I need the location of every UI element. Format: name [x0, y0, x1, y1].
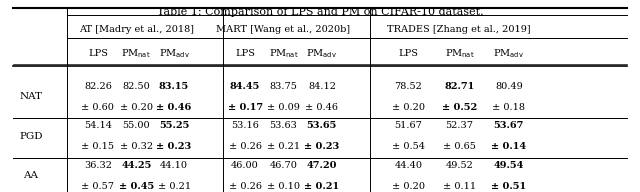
Text: 36.32: 36.32 — [84, 161, 112, 170]
Text: 80.49: 80.49 — [495, 82, 523, 91]
Text: ± 0.52: ± 0.52 — [442, 103, 477, 112]
Text: ± 0.60: ± 0.60 — [81, 103, 115, 112]
Text: PM$_{\mathrm{nat}}$: PM$_{\mathrm{nat}}$ — [445, 47, 474, 60]
Text: 44.40: 44.40 — [394, 161, 422, 170]
Text: 83.15: 83.15 — [159, 82, 189, 91]
Text: PM$_{\mathrm{nat}}$: PM$_{\mathrm{nat}}$ — [122, 47, 151, 60]
Text: 78.52: 78.52 — [394, 82, 422, 91]
Text: ± 0.65: ± 0.65 — [443, 142, 476, 151]
Text: LPS: LPS — [235, 49, 255, 58]
Text: 55.00: 55.00 — [122, 121, 150, 130]
Text: 46.00: 46.00 — [231, 161, 259, 170]
Text: ± 0.23: ± 0.23 — [304, 142, 340, 151]
Text: 53.67: 53.67 — [493, 121, 524, 130]
Text: ± 0.15: ± 0.15 — [81, 142, 115, 151]
Text: ± 0.18: ± 0.18 — [492, 103, 525, 112]
Text: PM$_{\mathrm{nat}}$: PM$_{\mathrm{nat}}$ — [269, 47, 298, 60]
Text: 84.12: 84.12 — [308, 82, 336, 91]
Text: ± 0.21: ± 0.21 — [267, 142, 300, 151]
Text: LPS: LPS — [398, 49, 419, 58]
Text: ± 0.21: ± 0.21 — [305, 182, 339, 191]
Text: 83.75: 83.75 — [269, 82, 298, 91]
Text: 54.14: 54.14 — [84, 121, 112, 130]
Text: PM$_{\mathrm{adv}}$: PM$_{\mathrm{adv}}$ — [159, 47, 189, 60]
Text: 52.37: 52.37 — [445, 121, 474, 130]
Text: ± 0.20: ± 0.20 — [120, 103, 153, 112]
Text: PM$_{\mathrm{adv}}$: PM$_{\mathrm{adv}}$ — [307, 47, 337, 60]
Text: ± 0.45: ± 0.45 — [118, 182, 154, 191]
Text: 44.10: 44.10 — [160, 161, 188, 170]
Text: NAT: NAT — [19, 93, 42, 101]
Text: ± 0.14: ± 0.14 — [492, 142, 526, 151]
Text: 53.16: 53.16 — [231, 121, 259, 130]
Text: PGD: PGD — [19, 132, 42, 141]
Text: 82.50: 82.50 — [122, 82, 150, 91]
Text: 84.45: 84.45 — [230, 82, 260, 91]
Text: 49.54: 49.54 — [493, 161, 524, 170]
Text: ± 0.10: ± 0.10 — [267, 182, 300, 191]
Text: ± 0.57: ± 0.57 — [81, 182, 115, 191]
Text: ± 0.20: ± 0.20 — [392, 182, 425, 191]
Text: PM$_{\mathrm{adv}}$: PM$_{\mathrm{adv}}$ — [493, 47, 524, 60]
Text: ± 0.09: ± 0.09 — [267, 103, 300, 112]
Text: ± 0.20: ± 0.20 — [392, 103, 425, 112]
Text: ± 0.26: ± 0.26 — [228, 142, 262, 151]
Text: ± 0.51: ± 0.51 — [492, 182, 526, 191]
Text: ± 0.11: ± 0.11 — [443, 182, 476, 191]
Text: MART [Wang et al., 2020b]: MART [Wang et al., 2020b] — [216, 25, 351, 34]
Text: 53.63: 53.63 — [269, 121, 298, 130]
Text: 82.71: 82.71 — [444, 82, 475, 91]
Text: ± 0.32: ± 0.32 — [120, 142, 153, 151]
Text: 44.25: 44.25 — [121, 161, 152, 170]
Text: ± 0.17: ± 0.17 — [228, 103, 262, 112]
Text: AA: AA — [23, 171, 38, 180]
Text: ± 0.46: ± 0.46 — [156, 103, 192, 112]
Text: ± 0.54: ± 0.54 — [392, 142, 425, 151]
Text: ± 0.46: ± 0.46 — [305, 103, 339, 112]
Text: 55.25: 55.25 — [159, 121, 189, 130]
Text: 47.20: 47.20 — [307, 161, 337, 170]
Text: 53.65: 53.65 — [307, 121, 337, 130]
Text: Table 1: Comparison of LPS and PM on CIFAR-10 dataset.: Table 1: Comparison of LPS and PM on CIF… — [157, 7, 483, 17]
Text: AT [Madry et al., 2018]: AT [Madry et al., 2018] — [79, 25, 194, 34]
Text: LPS: LPS — [88, 49, 108, 58]
Text: ± 0.26: ± 0.26 — [228, 182, 262, 191]
Text: 51.67: 51.67 — [394, 121, 422, 130]
Text: ± 0.23: ± 0.23 — [156, 142, 192, 151]
Text: 46.70: 46.70 — [269, 161, 298, 170]
Text: ± 0.21: ± 0.21 — [157, 182, 191, 191]
Text: TRADES [Zhang et al., 2019]: TRADES [Zhang et al., 2019] — [387, 25, 531, 34]
Text: 82.26: 82.26 — [84, 82, 112, 91]
Text: 49.52: 49.52 — [445, 161, 474, 170]
